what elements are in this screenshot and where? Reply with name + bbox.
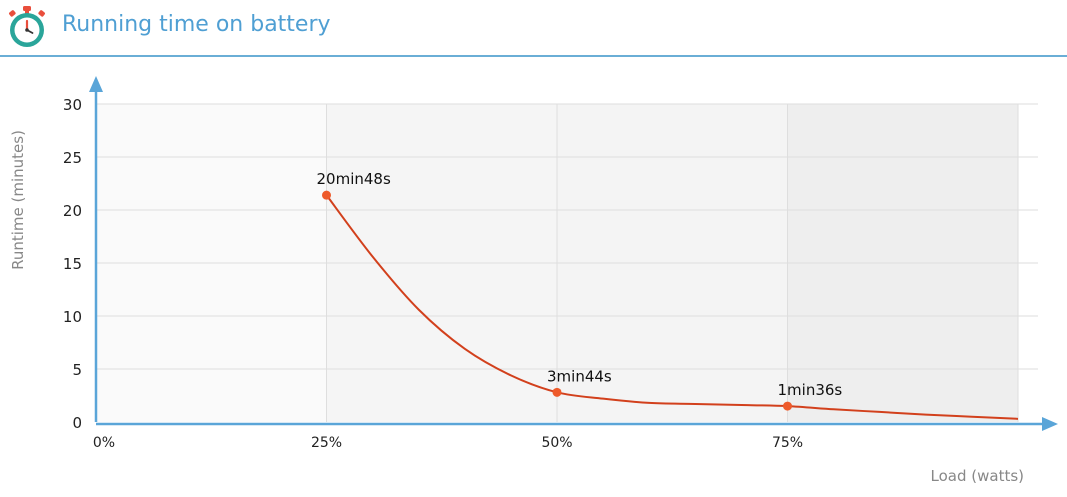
y-tick-label-2: 10: [63, 308, 82, 326]
y-tick-label-1: 5: [72, 361, 82, 379]
x-tick-label-1: 25%: [311, 435, 342, 451]
x-tick-label-0: 0%: [93, 435, 115, 451]
runtime-series-line: [325, 194, 1019, 420]
y-tick-label-3: 15: [63, 255, 82, 273]
data-point-2: [783, 401, 792, 411]
chart-gridlines: [96, 103, 1038, 422]
chart-axes: [89, 76, 1058, 431]
data-label-0: 20min48s: [317, 170, 391, 188]
y-tick-labels: 0 5 10 15 20 25 30: [63, 96, 82, 432]
stopwatch-icon: [9, 6, 45, 47]
y-axis-label: Runtime (minutes): [9, 130, 27, 270]
data-point-1: [552, 387, 562, 397]
x-tick-label-3: 75%: [772, 435, 803, 451]
y-tick-label-6: 30: [63, 96, 82, 114]
x-axis-arrow: [1042, 417, 1058, 431]
data-label-2: 1min36s: [778, 381, 843, 399]
chart-header: Running time on battery: [0, 0, 1067, 57]
header-divider: [0, 55, 1067, 57]
y-tick-label-0: 0: [72, 414, 82, 432]
x-axis-label: Load (watts): [931, 467, 1025, 485]
data-point-0: [322, 190, 331, 200]
y-axis-arrow: [89, 76, 103, 92]
y-tick-label-5: 25: [63, 149, 82, 167]
page-title: Running time on battery: [62, 12, 331, 37]
data-points: [322, 190, 792, 411]
data-label-1: 3min44s: [547, 367, 612, 385]
x-tick-labels: 0% 25% 50% 75%: [93, 435, 803, 451]
data-labels: 20min48s 3min44s 1min36s: [317, 170, 843, 399]
y-tick-label-4: 20: [63, 202, 82, 220]
runtime-chart: 0 5 10 15 20 25 30 0% 25% 50% 75% 20min48s 3min44s…: [9, 76, 1058, 485]
x-tick-label-2: 50%: [541, 435, 572, 451]
